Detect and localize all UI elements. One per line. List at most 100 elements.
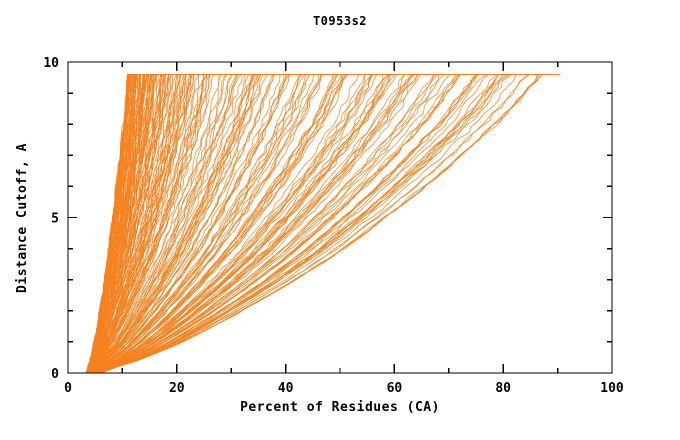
data-curve xyxy=(96,74,432,374)
data-curve xyxy=(90,74,308,374)
data-curve xyxy=(92,74,368,374)
data-curve xyxy=(90,74,275,374)
data-curve xyxy=(86,74,153,374)
data-curve xyxy=(99,74,510,374)
data-curve xyxy=(91,74,292,374)
y-tick-label: 10 xyxy=(43,56,59,71)
data-curve xyxy=(93,74,350,374)
y-axis-ticks xyxy=(68,61,612,374)
x-tick-label: 100 xyxy=(600,381,624,396)
data-curve xyxy=(93,74,390,374)
data-curve xyxy=(95,74,474,374)
data-curve xyxy=(93,74,391,374)
data-curve xyxy=(85,74,163,374)
data-curve xyxy=(88,74,170,374)
data-curve xyxy=(86,74,195,374)
y-axis-tick-labels: 0 5 10 xyxy=(43,56,59,382)
data-curve xyxy=(94,74,365,374)
data-curve xyxy=(93,74,329,374)
data-curve xyxy=(95,74,385,374)
data-curve xyxy=(91,74,286,374)
data-curve xyxy=(90,74,240,374)
data-curve xyxy=(90,74,264,374)
data-curve xyxy=(88,74,202,374)
chart-title: T0953s2 xyxy=(312,14,368,28)
data-curve xyxy=(91,74,302,374)
data-curve xyxy=(94,74,390,374)
data-curve xyxy=(87,74,167,374)
x-tick-label: 40 xyxy=(278,381,294,396)
data-curve xyxy=(91,74,308,374)
data-curve xyxy=(97,74,528,374)
y-tick-label: 5 xyxy=(51,212,59,227)
data-curve xyxy=(99,74,536,374)
data-curve xyxy=(96,74,430,374)
data-curve xyxy=(89,74,256,374)
data-curve xyxy=(89,74,267,374)
data-curve xyxy=(97,74,480,374)
data-curve xyxy=(97,74,431,374)
data-curve xyxy=(86,74,204,374)
data-curve xyxy=(88,74,221,374)
data-curve xyxy=(89,74,240,374)
data-curve xyxy=(86,74,182,374)
data-curve xyxy=(92,74,326,374)
data-curve xyxy=(87,74,150,374)
data-curve xyxy=(96,74,481,374)
data-curve xyxy=(91,74,330,374)
x-tick-label: 0 xyxy=(64,381,72,396)
data-curve xyxy=(98,74,498,374)
x-axis-tick-labels: 0 20 40 60 80 100 xyxy=(64,381,624,396)
data-curve xyxy=(98,74,552,374)
data-curve xyxy=(91,74,314,374)
data-curve xyxy=(96,74,464,374)
data-curve xyxy=(99,74,518,374)
data-curve xyxy=(97,74,497,374)
data-curve xyxy=(86,74,181,374)
data-curve xyxy=(94,74,354,374)
x-axis-ticks xyxy=(67,62,613,373)
data-curve xyxy=(93,74,355,374)
data-curve xyxy=(87,74,206,374)
data-curve xyxy=(99,74,561,374)
data-curve xyxy=(87,74,172,374)
data-curve xyxy=(95,74,442,374)
data-curve xyxy=(99,74,492,374)
y-tick-label: 0 xyxy=(51,367,59,382)
data-curve xyxy=(91,74,294,374)
data-curve xyxy=(96,74,491,374)
x-tick-label: 80 xyxy=(495,381,511,396)
data-curve xyxy=(89,74,260,374)
data-curve xyxy=(91,74,345,374)
data-curve xyxy=(90,74,315,374)
x-tick-label: 60 xyxy=(387,381,403,396)
data-curve xyxy=(87,74,170,374)
data-curve xyxy=(91,74,272,374)
data-curve xyxy=(96,74,447,374)
data-curve xyxy=(89,74,277,374)
data-curve xyxy=(89,74,254,374)
data-curve xyxy=(92,74,342,374)
x-axis-title: Percent of Residues (CA) xyxy=(240,400,440,415)
data-curve xyxy=(90,74,253,374)
data-curve xyxy=(86,74,178,374)
data-curve xyxy=(99,74,538,374)
data-series-group xyxy=(85,74,561,374)
data-curve xyxy=(88,74,220,374)
data-curve xyxy=(88,74,215,374)
data-curve xyxy=(95,74,455,374)
data-curve xyxy=(86,74,192,374)
y-axis-title: Distance Cutoff, A xyxy=(15,143,30,293)
data-curve xyxy=(94,74,416,374)
data-curve xyxy=(90,74,287,374)
data-curve xyxy=(87,74,156,374)
data-curve xyxy=(92,74,379,374)
data-curve xyxy=(89,74,227,374)
x-tick-label: 20 xyxy=(169,381,185,396)
data-curve xyxy=(92,74,329,374)
data-curve xyxy=(86,74,152,374)
data-curve xyxy=(94,74,412,374)
data-curve xyxy=(88,74,230,374)
